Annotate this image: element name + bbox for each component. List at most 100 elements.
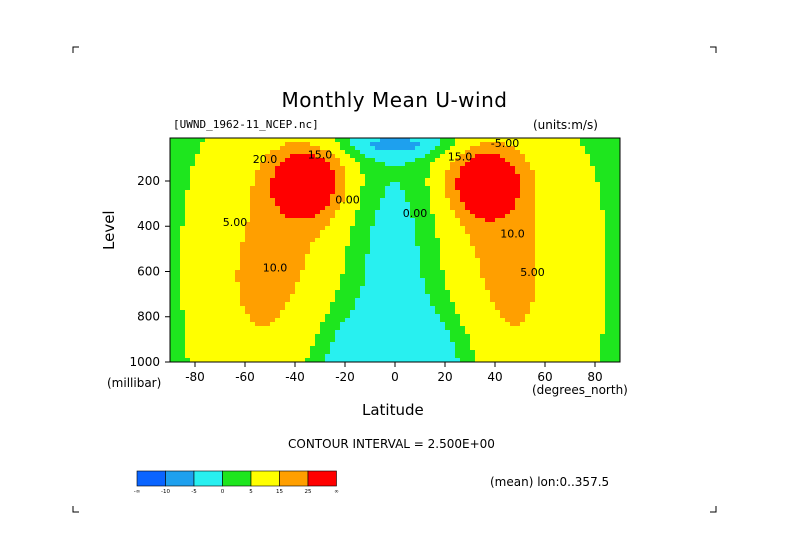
field-cell <box>230 334 236 339</box>
field-cell <box>580 238 586 243</box>
field-cell <box>375 146 381 151</box>
field-cell <box>400 274 406 279</box>
field-cell <box>610 150 616 155</box>
field-cell <box>605 266 611 271</box>
field-cell <box>170 250 176 255</box>
field-cell <box>505 210 511 215</box>
field-cell <box>360 358 366 363</box>
field-cell <box>240 346 246 351</box>
field-cell <box>575 146 581 151</box>
field-cell <box>470 350 476 355</box>
field-cell <box>545 198 551 203</box>
field-cell <box>475 306 481 311</box>
field-cell <box>505 146 511 151</box>
field-cell <box>435 342 441 347</box>
field-cell <box>185 282 191 287</box>
field-cell <box>335 194 341 199</box>
field-cell <box>330 246 336 251</box>
field-cell <box>220 210 226 215</box>
field-cell <box>215 290 221 295</box>
field-cell <box>270 242 276 247</box>
field-cell <box>595 322 601 327</box>
field-cell <box>350 270 356 275</box>
field-cell <box>215 262 221 267</box>
field-cell <box>445 346 451 351</box>
field-cell <box>615 210 621 215</box>
field-cell <box>315 174 321 179</box>
field-cell <box>340 150 346 155</box>
field-cell <box>555 138 561 143</box>
field-cell <box>210 290 216 295</box>
field-cell <box>390 310 396 315</box>
field-cell <box>420 222 426 227</box>
field-cell <box>510 274 516 279</box>
field-cell <box>275 146 281 151</box>
field-cell <box>355 242 361 247</box>
field-cell <box>605 190 611 195</box>
field-cell <box>270 226 276 231</box>
field-cell <box>170 158 176 163</box>
field-cell <box>375 342 381 347</box>
field-cell <box>330 310 336 315</box>
field-cell <box>365 206 371 211</box>
field-cell <box>520 218 526 223</box>
field-cell <box>565 254 571 259</box>
field-cell <box>560 350 566 355</box>
field-cell <box>495 238 501 243</box>
field-cell <box>425 314 431 319</box>
field-cell <box>405 218 411 223</box>
field-cell <box>415 350 421 355</box>
field-cell <box>210 182 216 187</box>
field-cell <box>350 222 356 227</box>
field-cell <box>205 214 211 219</box>
field-cell <box>385 186 391 191</box>
field-cell <box>310 274 316 279</box>
field-cell <box>480 250 486 255</box>
field-cell <box>325 338 331 343</box>
field-cell <box>525 138 531 143</box>
field-cell <box>470 222 476 227</box>
field-cell <box>375 294 381 299</box>
field-cell <box>490 182 496 187</box>
field-cell <box>220 286 226 291</box>
field-cell <box>275 334 281 339</box>
field-cell <box>240 306 246 311</box>
field-cell <box>345 194 351 199</box>
field-cell <box>425 234 431 239</box>
field-cell <box>395 182 401 187</box>
field-cell <box>300 338 306 343</box>
field-cell <box>315 226 321 231</box>
field-cell <box>235 182 241 187</box>
field-cell <box>535 274 541 279</box>
field-cell <box>400 170 406 175</box>
field-cell <box>500 178 506 183</box>
field-cell <box>590 146 596 151</box>
field-cell <box>495 278 501 283</box>
field-cell <box>315 346 321 351</box>
field-cell <box>455 338 461 343</box>
field-cell <box>355 302 361 307</box>
field-cell <box>325 258 331 263</box>
field-cell <box>475 230 481 235</box>
field-cell <box>540 178 546 183</box>
field-cell <box>345 270 351 275</box>
field-cell <box>460 174 466 179</box>
field-cell <box>200 338 206 343</box>
field-cell <box>420 242 426 247</box>
field-cell <box>265 270 271 275</box>
field-cell <box>170 194 176 199</box>
field-cell <box>290 214 296 219</box>
field-cell <box>245 202 251 207</box>
field-cell <box>195 322 201 327</box>
field-cell <box>365 334 371 339</box>
field-cell <box>335 186 341 191</box>
field-cell <box>375 282 381 287</box>
field-cell <box>425 206 431 211</box>
field-cell <box>280 234 286 239</box>
field-cell <box>445 302 451 307</box>
field-cell <box>520 234 526 239</box>
field-cell <box>310 154 316 159</box>
field-cell <box>355 206 361 211</box>
field-cell <box>240 254 246 259</box>
field-cell <box>375 346 381 351</box>
